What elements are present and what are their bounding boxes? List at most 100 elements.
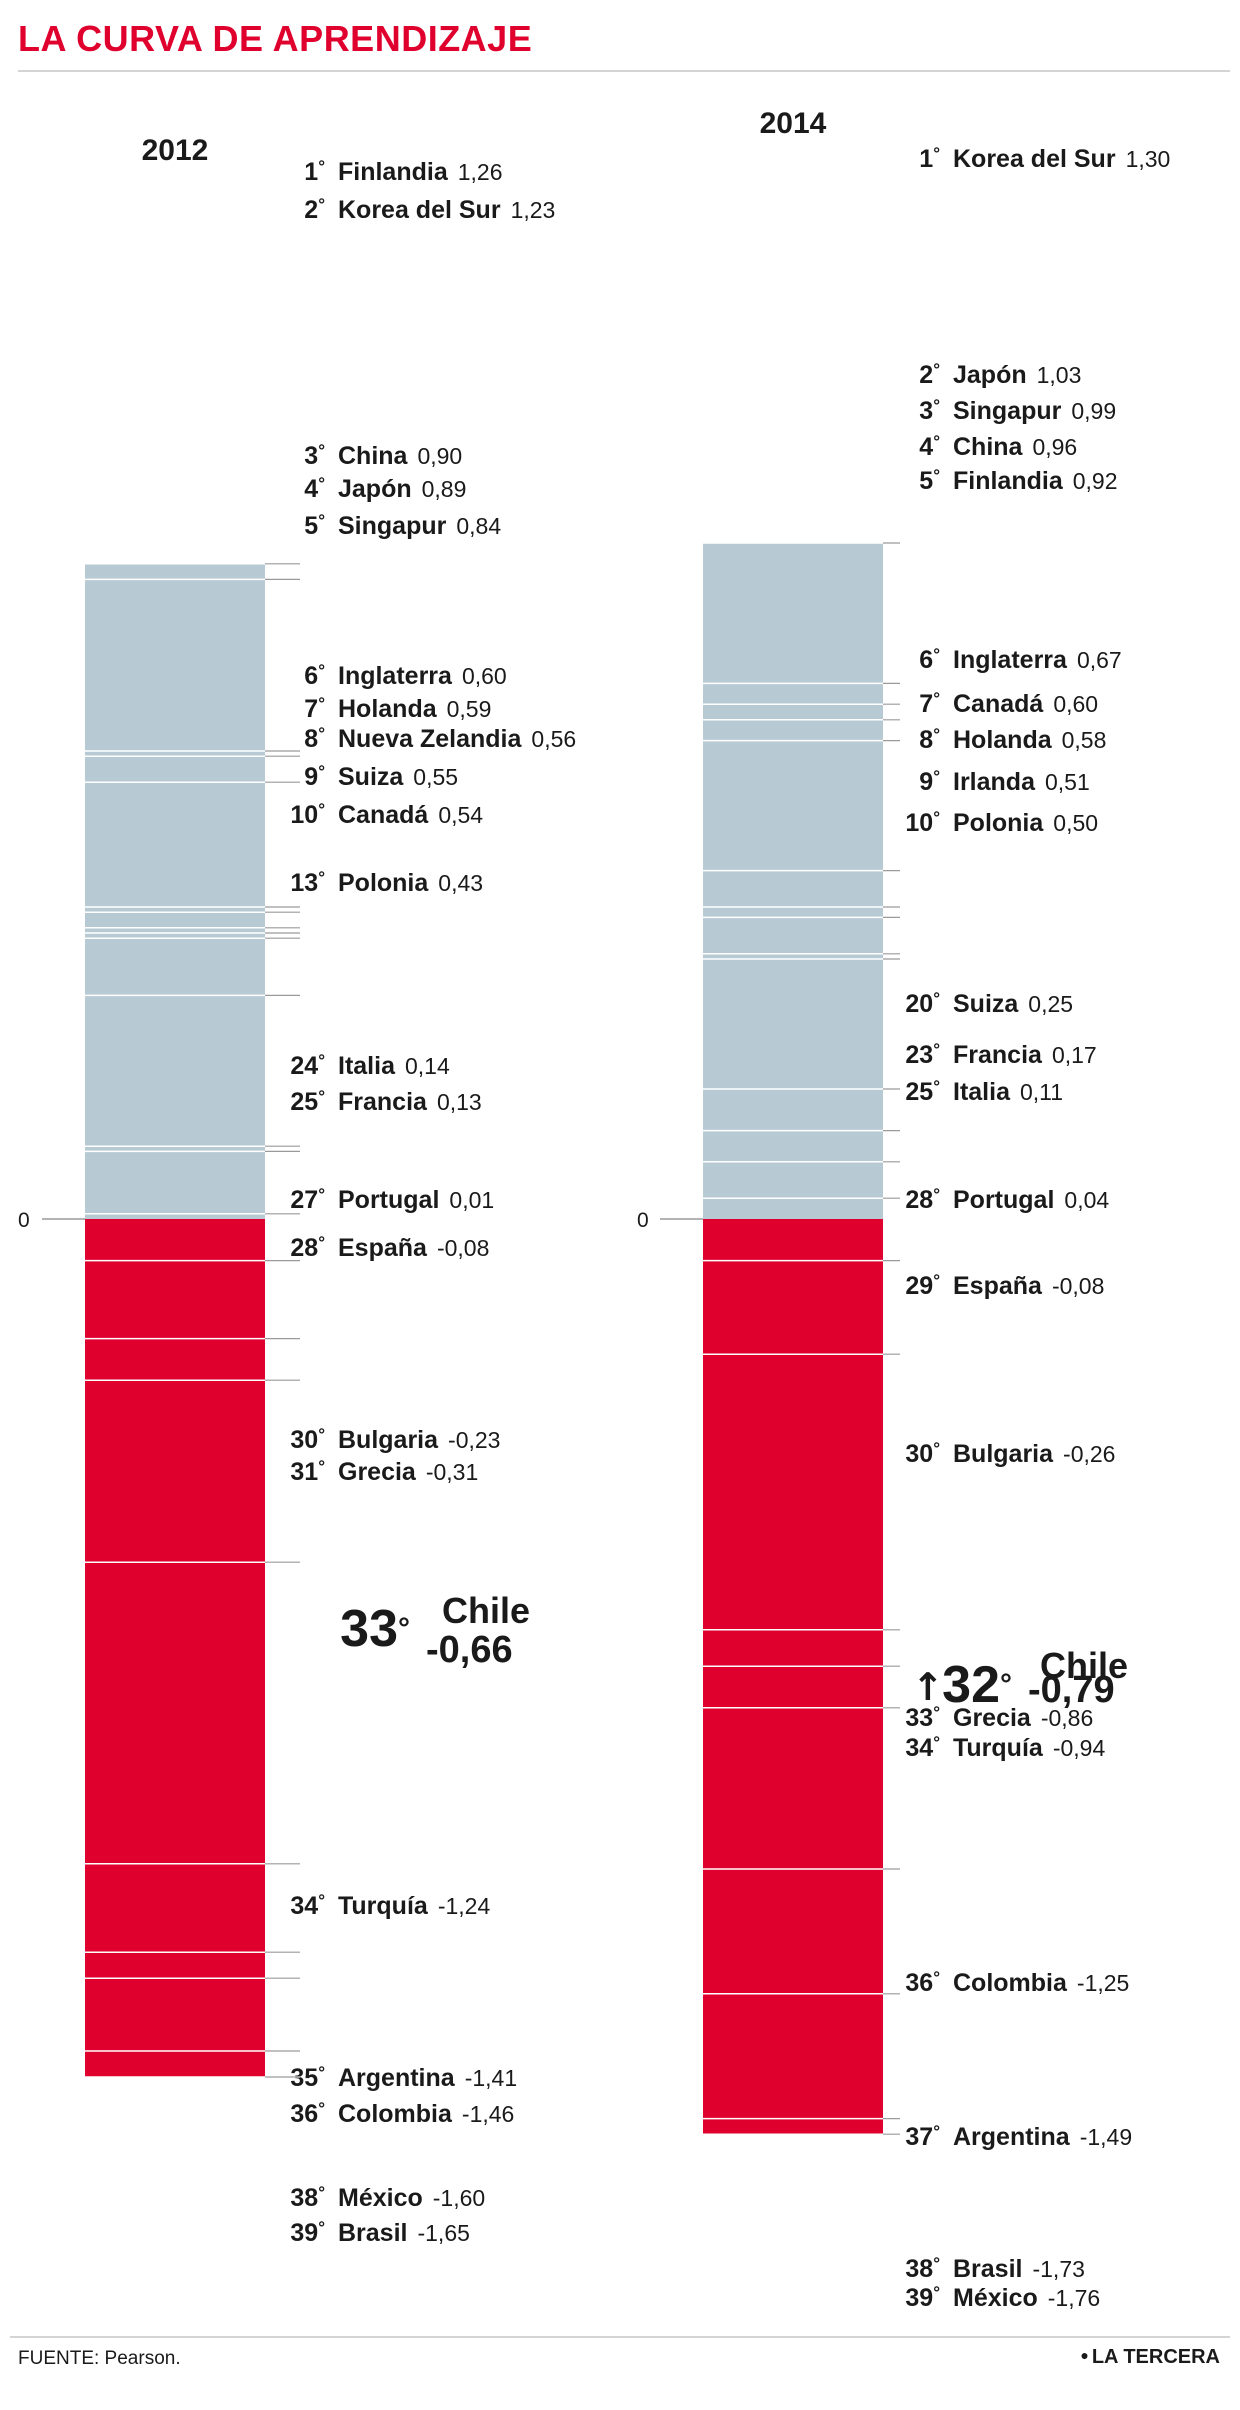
country-label: España [338, 1234, 428, 1262]
country-label: Grecia [338, 1458, 417, 1486]
source-note: FUENTE: Pearson. [18, 2348, 181, 2369]
degree-sign: ° [933, 1733, 940, 1752]
degree-sign: ° [933, 396, 940, 415]
value-label: -0,08 [1052, 1273, 1104, 1299]
degree-sign: ° [933, 1439, 940, 1458]
degree-sign: ° [933, 1968, 940, 1987]
value-label: -1,24 [438, 1893, 491, 1919]
value-label: 0,04 [1064, 1187, 1109, 1213]
degree-sign: ° [933, 1703, 940, 1722]
degree-sign: ° [318, 1425, 325, 1444]
country-label: México [338, 2184, 423, 2212]
country-label: China [953, 433, 1024, 461]
value-label: -1,25 [1077, 1970, 1129, 1996]
degree-sign: ° [318, 1233, 325, 1252]
degree-sign: ° [933, 466, 940, 485]
value-label: -0,94 [1053, 1735, 1106, 1761]
value-label: -1,46 [462, 2101, 514, 2127]
degree-sign: ° [318, 1051, 325, 1070]
rank-label: 8° [304, 724, 325, 753]
brand-name: LA TERCERA [1091, 2346, 1220, 2368]
rank-label: 37° [905, 2122, 940, 2151]
rank-label: 28° [290, 1233, 325, 1262]
rank-label: 5° [304, 511, 325, 540]
rank-label: 1° [919, 144, 940, 173]
value-label: 0,11 [1020, 1079, 1063, 1105]
value-label: -0,08 [437, 1235, 489, 1261]
value-label: -0,26 [1063, 1441, 1115, 1467]
rank-label: 23° [905, 1040, 940, 1069]
rank-label: 1° [304, 157, 325, 186]
degree-sign: ° [933, 1271, 940, 1290]
country-label: Singapur [953, 397, 1062, 425]
value-label: 0,99 [1071, 398, 1116, 424]
country-label: Francia [953, 1041, 1043, 1069]
country-label: Holanda [338, 695, 438, 723]
country-label: Portugal [953, 1186, 1054, 1214]
rank-label: 36° [290, 2099, 325, 2128]
rank-label: 7° [304, 694, 325, 723]
rank-label: 39° [290, 2218, 325, 2247]
rank-label: 31° [290, 1457, 325, 1486]
degree-sign: ° [318, 2183, 325, 2202]
rank-label: 29° [905, 1271, 940, 1300]
value-label: 0,13 [437, 1089, 482, 1115]
degree-sign: ° [318, 1891, 325, 1910]
zero-axis-label: 0 [637, 1209, 649, 1232]
country-label: Turquía [338, 1892, 429, 1920]
degree-sign: ° [398, 1612, 410, 1645]
degree-sign: ° [318, 511, 325, 530]
value-label: 0,90 [417, 443, 462, 469]
rank-label: 9° [919, 767, 940, 796]
zero-axis-label: 0 [18, 1209, 30, 1232]
value-label: 0,92 [1073, 468, 1118, 494]
degree-sign: ° [933, 1040, 940, 1059]
value-label: -1,73 [1032, 2256, 1084, 2282]
degree-sign: ° [933, 689, 940, 708]
negative-bar-2014 [703, 1219, 883, 2135]
value-label: 0,59 [447, 696, 492, 722]
country-label: Argentina [338, 2064, 456, 2092]
rank-label: 2° [304, 195, 325, 224]
highlight-rank: 33° [340, 1600, 410, 1658]
rank-label: 6° [304, 661, 325, 690]
value-label: -0,31 [426, 1459, 478, 1485]
degree-sign: ° [933, 1185, 940, 1204]
country-label: Colombia [338, 2100, 453, 2128]
title-divider [18, 70, 1230, 72]
degree-sign: ° [933, 144, 940, 163]
country-label: Irlanda [953, 768, 1036, 796]
degree-sign: ° [933, 725, 940, 744]
degree-sign: ° [933, 2122, 940, 2141]
value-label: 0,50 [1053, 810, 1098, 836]
value-label: 0,60 [1053, 691, 1098, 717]
degree-sign: ° [318, 2099, 325, 2118]
rank-label: 2° [919, 360, 940, 389]
degree-sign: ° [1000, 1668, 1012, 1701]
value-label: -0,23 [448, 1427, 500, 1453]
value-label: 0,54 [438, 802, 483, 828]
country-label: Italia [338, 1052, 396, 1080]
brand-logo: ● LA TERCERA [1080, 2346, 1220, 2369]
degree-sign: ° [933, 432, 940, 451]
country-label: Grecia [953, 1704, 1032, 1732]
positive-bar-2014 [703, 543, 883, 1219]
rank-label: 28° [905, 1185, 940, 1214]
positive-bar-2012 [85, 563, 265, 1219]
rank-label: 4° [919, 432, 940, 461]
degree-sign: ° [318, 661, 325, 680]
degree-sign: ° [933, 767, 940, 786]
rank-label: 5° [919, 466, 940, 495]
value-label: 1,26 [458, 159, 503, 185]
value-label: 0,14 [405, 1053, 450, 1079]
degree-sign: ° [318, 1087, 325, 1106]
country-label: España [953, 1272, 1043, 1300]
chart-title: LA CURVA DE APRENDIZAJE [18, 18, 533, 59]
value-label: 0,43 [438, 870, 483, 896]
value-label: 0,67 [1077, 647, 1122, 673]
degree-sign: ° [318, 868, 325, 887]
value-label: 0,56 [531, 726, 576, 752]
country-label: Nueva Zelandia [338, 725, 522, 753]
country-label: Korea del Sur [338, 196, 501, 224]
country-label: Japón [953, 361, 1027, 389]
